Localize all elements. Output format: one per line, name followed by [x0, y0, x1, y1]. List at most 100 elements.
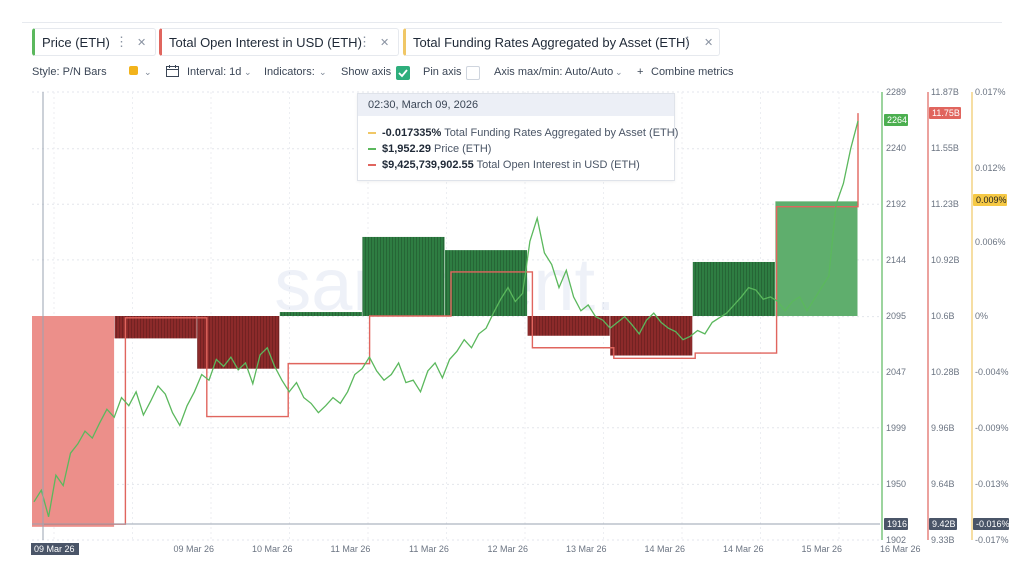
- funding-rate-bar: [197, 316, 280, 369]
- close-icon[interactable]: ✕: [380, 36, 390, 49]
- funding-crosshair-badge: -0.016%: [976, 519, 1010, 529]
- y-axis-tick-label: 2192: [886, 199, 906, 209]
- x-axis-highlight-bg: [31, 543, 79, 555]
- color-swatch[interactable]: [129, 66, 138, 75]
- y-axis-tick-label: 1902: [886, 535, 906, 545]
- x-axis-tick-label: 14 Mar 26: [644, 544, 685, 554]
- y-axis-tick-label: 11.87B: [931, 87, 959, 97]
- metric-tab-funding-rates-label: Total Funding Rates Aggregated by Asset …: [413, 34, 690, 50]
- y-axis-tick-label: 0.006%: [975, 237, 1006, 247]
- y-axis-tick-label: 2047: [886, 367, 906, 377]
- x-axis-tick-label: 10 Mar 26: [252, 544, 293, 554]
- price-crosshair-badge: 1916: [887, 519, 907, 529]
- funding-rate-bar: [775, 201, 858, 316]
- chart-tooltip: 02:30, March 09, 2026 -0.017335% Total F…: [357, 93, 678, 181]
- funding-rate-bar: [527, 316, 610, 336]
- tooltip-row-open-interest: $9,425,739,902.55 Total Open Interest in…: [368, 159, 640, 171]
- legend-swatch: [368, 164, 376, 167]
- open-interest-crosshair-badge: 9.42B: [932, 519, 956, 529]
- more-options-icon[interactable]: ⋮: [115, 34, 128, 49]
- tooltip-value: -0.017335%: [382, 127, 442, 139]
- x-axis-tick-label: 11 Mar 26: [409, 544, 449, 554]
- y-axis-tick-label: 11.55B: [931, 143, 959, 153]
- funding-rate-bar: [362, 236, 445, 316]
- funding-rate-bar: [32, 316, 115, 527]
- funding-rate-bar: [114, 316, 197, 339]
- tooltip-label: Price (ETH): [434, 143, 492, 155]
- y-axis-tick-label: 10.92B: [931, 255, 960, 265]
- tooltip-date: 02:30, March 09, 2026: [358, 94, 674, 116]
- more-options-icon[interactable]: ⋮: [681, 34, 694, 49]
- metric-tab-price-label: Price (ETH): [42, 34, 110, 50]
- y-axis-tick-label: 2095: [886, 311, 906, 321]
- price-current-badge-bg: [884, 114, 908, 126]
- metric-tab-price[interactable]: Price (ETH) ⋮ ✕: [32, 28, 156, 56]
- x-axis-tick-label: 12 Mar 26: [487, 544, 528, 554]
- show-axis-checkbox[interactable]: [396, 66, 410, 80]
- price-line: [33, 120, 859, 517]
- price-current-badge: 2264: [887, 115, 907, 125]
- y-axis-tick-label: 2240: [886, 143, 906, 153]
- chevron-down-icon[interactable]: ⌄: [244, 67, 252, 77]
- metric-tab-open-interest-label: Total Open Interest in USD (ETH): [169, 34, 362, 50]
- more-options-icon[interactable]: ⋮: [358, 34, 371, 49]
- interval-select-label[interactable]: Interval: 1d: [187, 66, 242, 78]
- y-axis-tick-label: 2289: [886, 87, 906, 97]
- open-interest-line: [44, 113, 859, 525]
- show-axis-label: Show axis: [341, 66, 392, 78]
- tooltip-row-funding: -0.017335% Total Funding Rates Aggregate…: [368, 127, 678, 139]
- price-crosshair-badge-bg: [884, 518, 908, 530]
- y-axis-tick-label: 0.012%: [975, 163, 1006, 173]
- open-interest-current-badge-bg: [929, 107, 961, 119]
- tooltip-value: $9,425,739,902.55: [382, 159, 474, 171]
- chevron-down-icon[interactable]: ⌄: [319, 67, 327, 77]
- chevron-down-icon[interactable]: ⌄: [615, 67, 623, 77]
- y-axis-tick-label: 1999: [886, 423, 906, 433]
- close-icon[interactable]: ✕: [137, 36, 147, 49]
- pin-axis-label: Pin axis: [423, 66, 462, 78]
- funding-current-badge-bg: [973, 194, 1007, 206]
- metric-tab-open-interest[interactable]: Total Open Interest in USD (ETH) ⋮ ✕: [159, 28, 399, 56]
- funding-current-badge: 0.009%: [976, 195, 1007, 205]
- y-axis-tick-label: 11.23B: [931, 199, 959, 209]
- tooltip-value: $1,952.29: [382, 143, 431, 155]
- legend-swatch: [368, 132, 376, 135]
- open-interest-current-badge: 11.75B: [932, 108, 960, 118]
- top-divider: [22, 22, 1002, 23]
- y-axis-tick-label: 10.28B: [931, 367, 960, 377]
- x-axis-tick-label: 09 Mar 26: [173, 544, 214, 554]
- x-axis-tick-label: 13 Mar 26: [566, 544, 607, 554]
- y-axis-tick-label: 9.96B: [931, 423, 955, 433]
- legend-swatch: [368, 148, 376, 151]
- y-axis-tick-label: 9.33B: [931, 535, 955, 545]
- y-axis-tick-label: 9.64B: [931, 479, 955, 489]
- x-axis-highlight-label: 09 Mar 26: [34, 544, 75, 554]
- indicators-select-label[interactable]: Indicators:: [264, 66, 315, 78]
- x-axis-tick-label: 16 Mar 26: [880, 544, 921, 554]
- y-axis-tick-label: -0.013%: [975, 479, 1009, 489]
- metric-tab-funding-rates[interactable]: Total Funding Rates Aggregated by Asset …: [403, 28, 720, 56]
- open-interest-crosshair-badge-bg: [929, 518, 957, 530]
- chevron-down-icon[interactable]: ⌄: [144, 67, 152, 77]
- axis-minmax-select-label[interactable]: Axis max/min: Auto/Auto: [494, 66, 614, 78]
- y-axis-tick-label: 10.6B: [931, 311, 955, 321]
- pin-axis-checkbox[interactable]: [466, 66, 480, 80]
- y-axis-tick-label: 1950: [886, 479, 906, 489]
- close-icon[interactable]: ✕: [704, 36, 714, 49]
- combine-metrics-button[interactable]: Combine metrics: [651, 66, 734, 78]
- y-axis-tick-label: -0.017%: [975, 535, 1009, 545]
- x-axis-tick-label: 14 Mar 26: [723, 544, 764, 554]
- x-axis-tick-label: 11 Mar 26: [330, 544, 370, 554]
- y-axis-tick-label: 2144: [886, 255, 906, 265]
- tooltip-label: Total Open Interest in USD (ETH): [476, 159, 640, 171]
- calendar-icon[interactable]: [166, 65, 179, 80]
- funding-rate-bar: [445, 250, 528, 316]
- style-select-label[interactable]: Style: P/N Bars: [32, 66, 107, 78]
- funding-crosshair-badge-bg: [973, 518, 1009, 530]
- plus-icon[interactable]: +: [637, 66, 644, 78]
- y-axis-tick-label: 0%: [975, 311, 988, 321]
- tooltip-row-price: $1,952.29 Price (ETH): [368, 143, 491, 155]
- x-axis-tick-label: 15 Mar 26: [801, 544, 842, 554]
- y-axis-tick-label: 0.017%: [975, 87, 1006, 97]
